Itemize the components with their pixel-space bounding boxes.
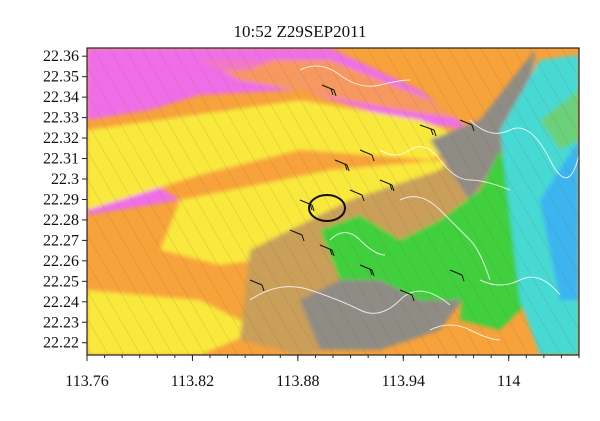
highlight-ellipse [308,194,346,222]
colored-field [87,48,579,355]
y-tick-label: 22.31 [43,151,79,168]
x-tick-label: 114 [497,373,520,390]
x-tick-label: 113.88 [276,373,319,390]
x-axis: 113.76 113.82 113.88 113.94 114 [65,355,580,390]
y-tick-label: 22.23 [43,314,79,331]
y-tick-label: 22.3 [51,171,79,188]
y-tick-label: 22.33 [43,110,79,127]
y-tick-label: 22.28 [43,212,79,229]
y-tick-label: 22.36 [43,48,79,65]
y-tick-label: 22.35 [43,69,79,86]
y-axis: 22.36 22.35 22.34 22.33 22.32 22.31 22.3 22.29 2… [43,48,87,352]
x-tick-label: 113.76 [65,373,108,390]
y-tick-label: 22.32 [43,130,79,147]
y-tick-label: 22.24 [43,294,79,311]
y-tick-label: 22.22 [43,335,79,352]
y-tick-label: 22.27 [43,232,79,249]
x-tick-label: 113.82 [171,373,214,390]
map-title: 10:52 Z29SEP2011 [233,22,367,41]
y-tick-label: 22.25 [43,273,79,290]
y-tick-label: 22.29 [43,191,79,208]
y-tick-label: 22.34 [43,89,79,106]
x-tick-label: 113.94 [382,373,425,390]
y-tick-label: 22.26 [43,253,79,270]
